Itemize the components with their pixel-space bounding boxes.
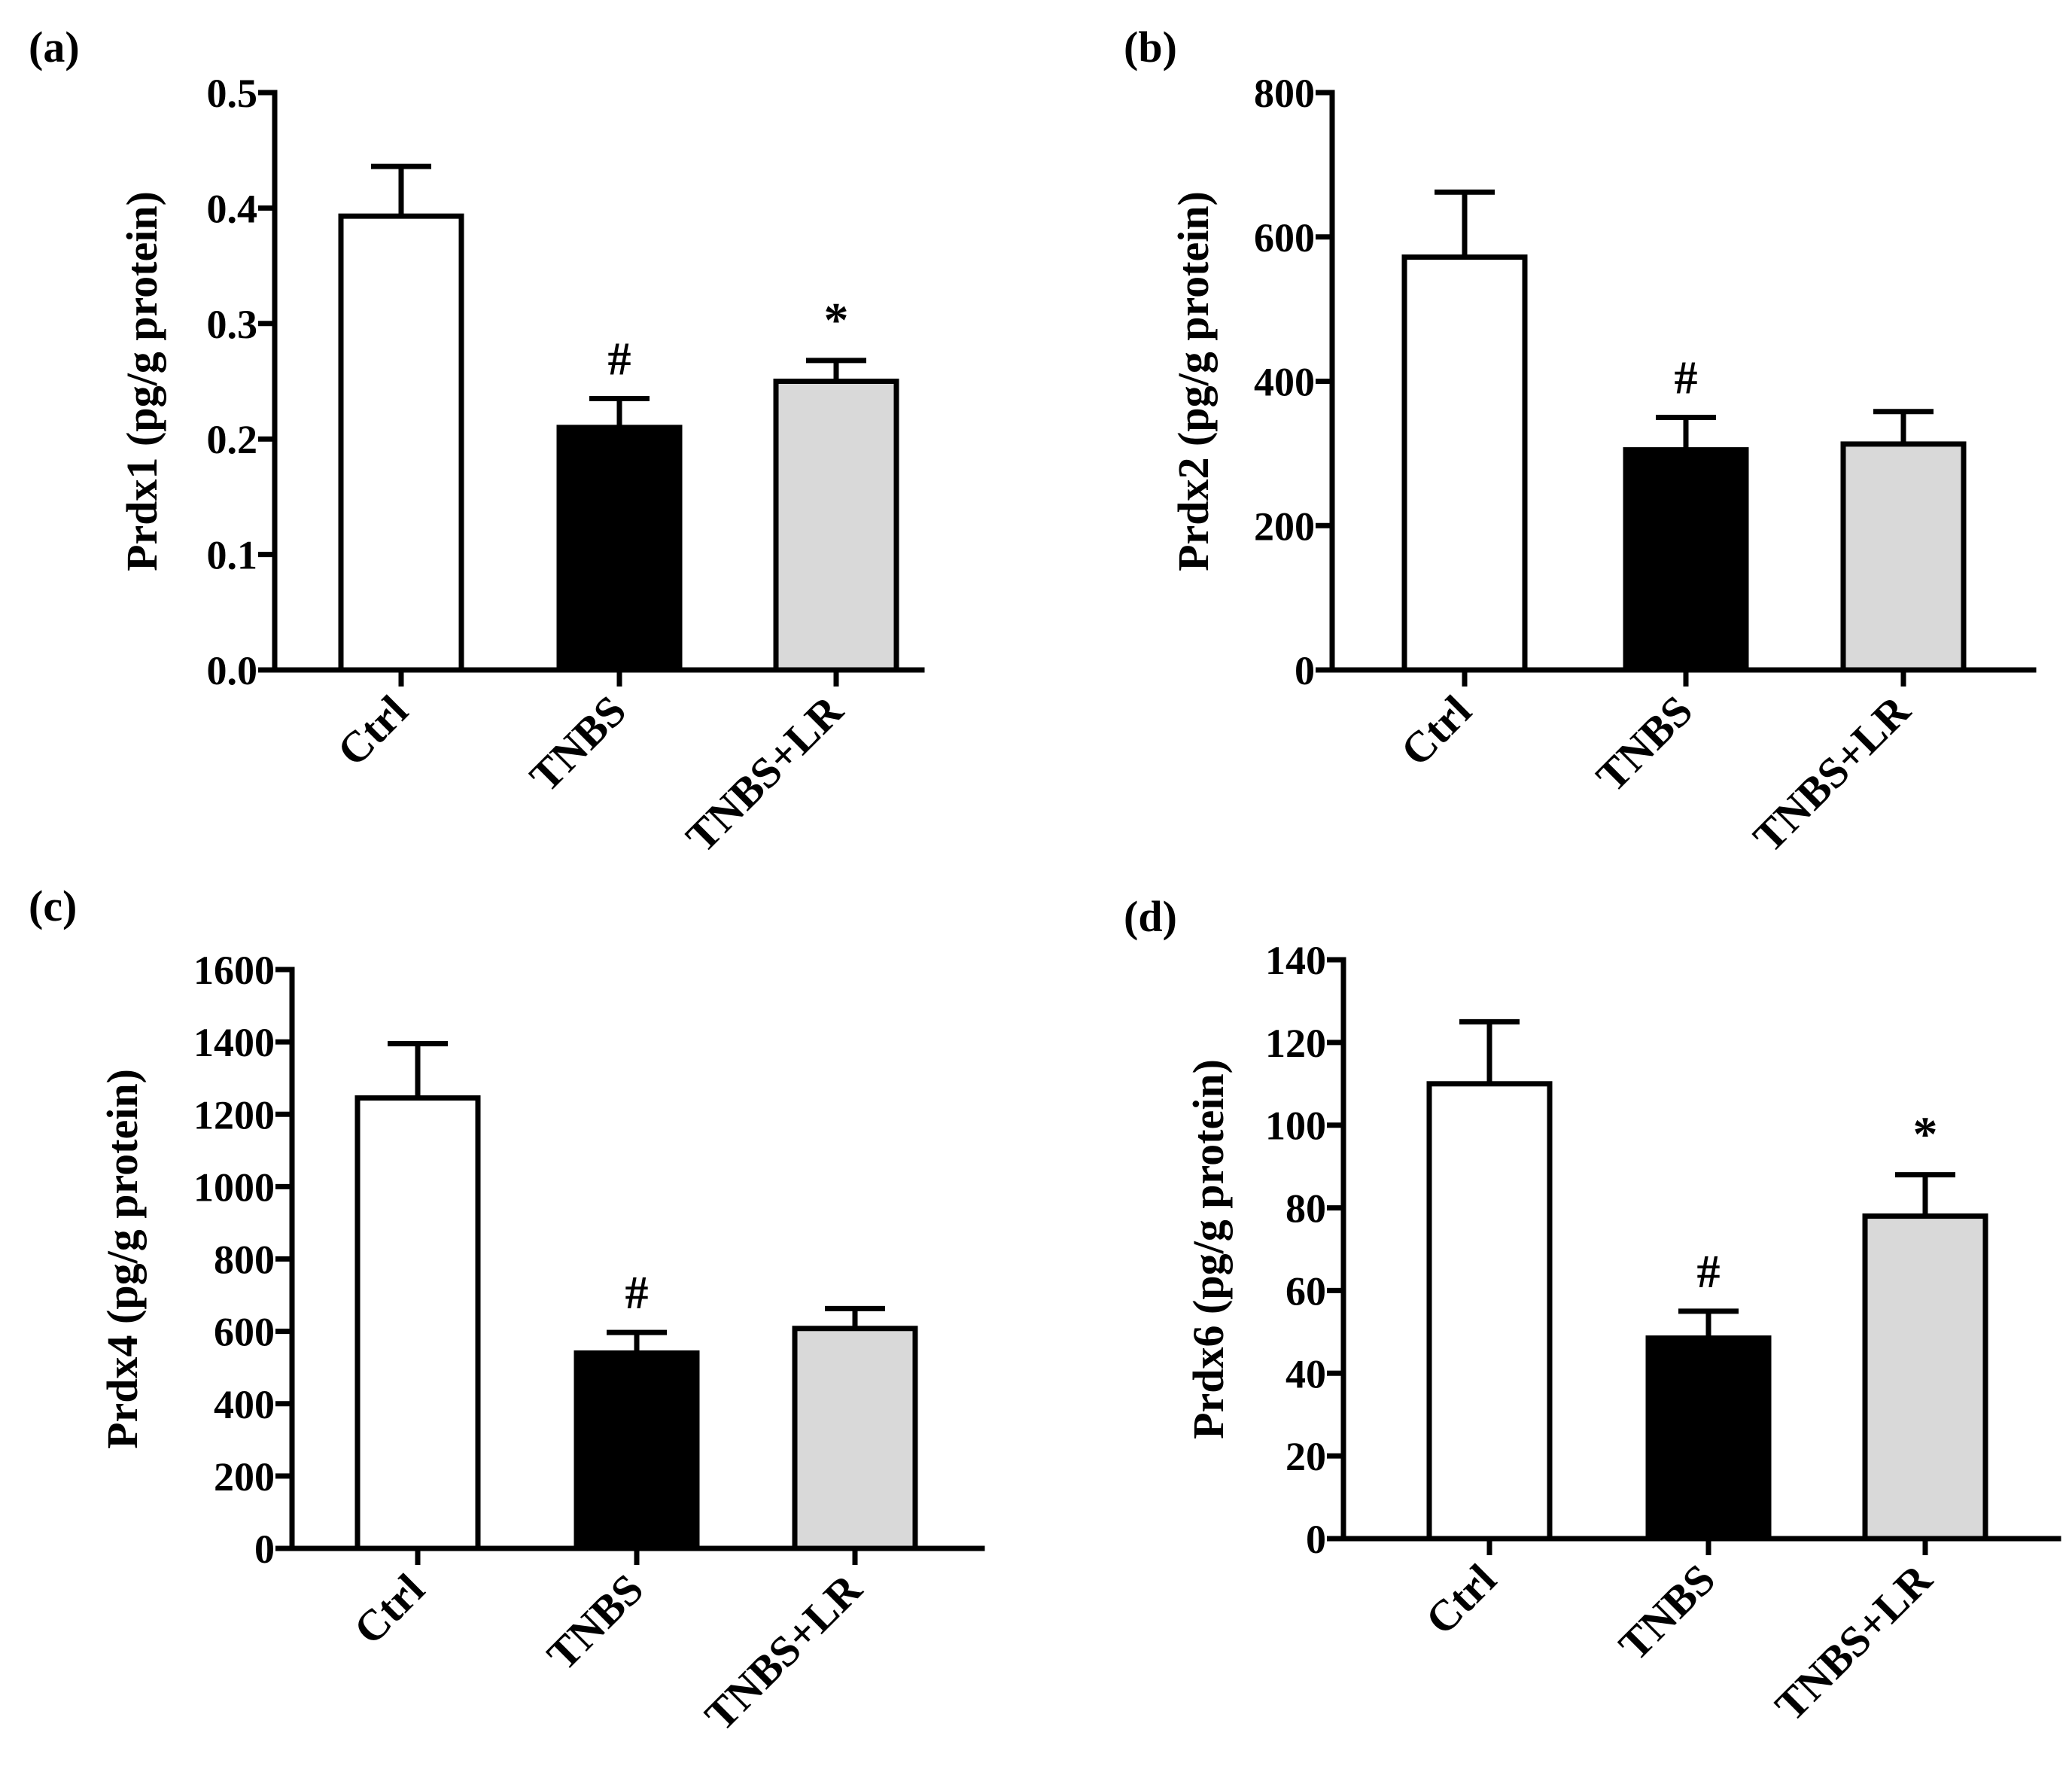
y-tick-label: 0 (1295, 648, 1315, 693)
x-tick-label: TNBS+LR (1766, 1554, 1942, 1730)
y-tick-label: 800 (214, 1238, 275, 1283)
x-tick-label: TNBS (1587, 686, 1702, 801)
y-tick-label: 1600 (193, 948, 275, 993)
y-tick-label: 0.0 (207, 648, 258, 693)
y-tick-label: 80 (1285, 1186, 1326, 1232)
bar-tnbs (556, 425, 683, 673)
y-tick-label: 40 (1285, 1351, 1326, 1396)
y-tick-label: 600 (214, 1310, 275, 1355)
y-axis-title: Prdx6 (pg/g protein) (1184, 1059, 1233, 1439)
x-tick-label: TNBS+LR (677, 685, 853, 861)
y-tick-label: 0.2 (207, 417, 258, 462)
bar-tnbs-lr (1862, 1213, 1988, 1542)
x-tick-label: TNBS (1609, 1554, 1724, 1670)
y-tick-label: 1200 (193, 1092, 275, 1137)
significance-marker: # (625, 1268, 649, 1319)
y-tick-label: 400 (214, 1382, 275, 1427)
x-tick-label: TNBS (520, 686, 635, 801)
y-tick-label: 120 (1265, 1021, 1326, 1066)
bar-ctrl (338, 213, 464, 673)
y-tick-label: 0.4 (207, 186, 258, 231)
y-tick-label: 0.3 (207, 302, 258, 347)
y-axis-title: Prdx1 (pg/g protein) (117, 191, 166, 571)
y-tick-label: 1400 (193, 1020, 275, 1065)
bar-tnbs-lr (792, 1326, 918, 1551)
y-tick-label: 400 (1254, 360, 1315, 405)
y-tick-label: 200 (1254, 504, 1315, 549)
significance-marker: # (1675, 352, 1698, 403)
y-tick-label: 0 (254, 1527, 275, 1572)
bar-tnbs-lr (773, 379, 899, 673)
panel-label: (c) (29, 881, 77, 930)
x-tick-label: TNBS+LR (1744, 685, 1920, 861)
x-tick-label: Ctrl (1391, 686, 1480, 775)
panel-label: (b) (1124, 23, 1177, 72)
y-tick-label: 800 (1254, 71, 1315, 116)
y-tick-label: 1000 (193, 1165, 275, 1210)
y-tick-label: 140 (1265, 938, 1326, 983)
y-tick-label: 0.1 (207, 533, 258, 578)
y-tick-label: 60 (1285, 1268, 1326, 1314)
y-tick-label: 20 (1285, 1434, 1326, 1479)
bar-ctrl (354, 1095, 481, 1551)
y-axis-title: Prdx4 (pg/g protein) (98, 1069, 147, 1449)
bar-ctrl (1426, 1081, 1553, 1542)
y-tick-label: 0.5 (207, 71, 258, 116)
significance-marker: * (1913, 1107, 1938, 1162)
bar-tnbs (1645, 1335, 1772, 1542)
y-tick-label: 0 (1306, 1517, 1326, 1562)
y-tick-label: 600 (1254, 215, 1315, 260)
significance-marker: # (608, 334, 631, 385)
bar-ctrl (1401, 254, 1528, 673)
bar-tnbs (574, 1350, 700, 1551)
x-tick-label: Ctrl (1416, 1554, 1505, 1644)
y-tick-label: 100 (1265, 1104, 1326, 1149)
bar-tnbs (1623, 447, 1749, 673)
x-tick-label: TNBS+LR (695, 1563, 872, 1740)
significance-marker: # (1697, 1247, 1721, 1298)
panel-label: (d) (1124, 892, 1177, 941)
y-tick-label: 200 (214, 1454, 275, 1499)
panel-label: (a) (29, 23, 80, 72)
x-tick-label: Ctrl (327, 686, 417, 775)
x-tick-label: Ctrl (344, 1564, 434, 1654)
bar-tnbs-lr (1840, 441, 1967, 673)
y-axis-title: Prdx2 (pg/g protein) (1169, 191, 1218, 571)
x-tick-label: TNBS (537, 1564, 653, 1679)
significance-marker: * (824, 293, 849, 348)
